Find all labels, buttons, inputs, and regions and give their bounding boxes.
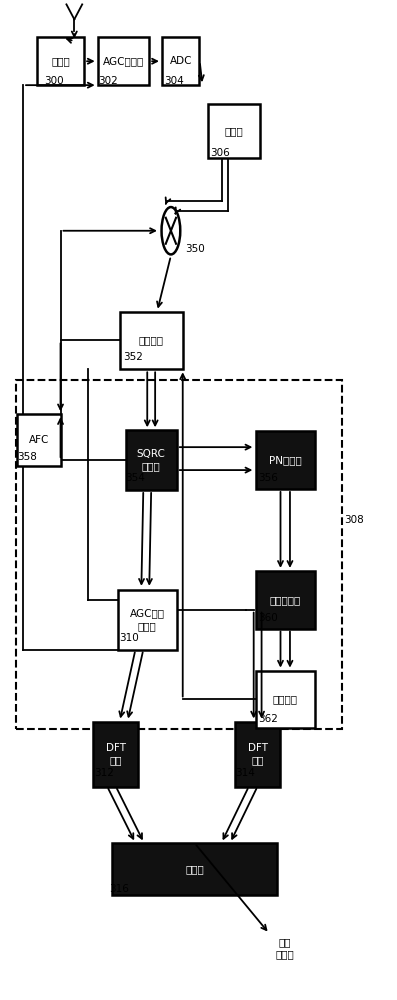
Text: 分相器: 分相器 [225,126,243,136]
Text: 304: 304 [165,76,184,86]
Bar [256,671,315,728]
Text: 354: 354 [125,473,145,483]
Bar [112,843,278,895]
Text: AFC: AFC [29,435,49,445]
Text: 308: 308 [344,515,364,525]
Text: AGC放大器: AGC放大器 [103,56,144,66]
Text: 360: 360 [258,613,278,623]
Bar [162,37,199,85]
Text: SQRC
滤波器: SQRC 滤波器 [137,449,166,471]
Text: AGC信号
检验器: AGC信号 检验器 [130,608,165,631]
Text: 信道
解码器: 信道 解码器 [276,937,295,959]
Bar [17,414,60,466]
Bar [235,722,280,787]
Bar [93,722,139,787]
Bar [119,312,183,369]
Text: 310: 310 [119,633,139,643]
Bar [208,104,260,158]
Bar [256,571,315,629]
Text: 跟踪单元: 跟踪单元 [273,694,298,704]
Text: PN相关器: PN相关器 [269,455,302,465]
Text: 均衡器: 均衡器 [185,864,204,874]
Text: 定时同步器: 定时同步器 [270,595,301,605]
Text: DFT
单元: DFT 单元 [106,743,126,765]
Text: 316: 316 [110,884,129,894]
Text: 306: 306 [210,148,230,158]
Text: 314: 314 [235,768,254,778]
Text: 352: 352 [123,352,143,362]
Text: 302: 302 [98,76,118,86]
Bar [118,590,177,650]
Bar [125,430,177,490]
Text: 356: 356 [258,473,278,483]
Text: DFT
单元: DFT 单元 [248,743,268,765]
Bar [98,37,149,85]
Text: 312: 312 [94,768,114,778]
Bar [16,380,342,729]
Text: 300: 300 [44,76,64,86]
Text: 调谐器: 调谐器 [51,56,70,66]
Text: 重采样器: 重采样器 [139,335,164,345]
Text: 362: 362 [258,714,278,724]
Text: 350: 350 [185,244,204,254]
Bar [37,37,84,85]
Text: 358: 358 [17,452,37,462]
Bar [256,431,315,489]
Text: ADC: ADC [170,56,192,66]
